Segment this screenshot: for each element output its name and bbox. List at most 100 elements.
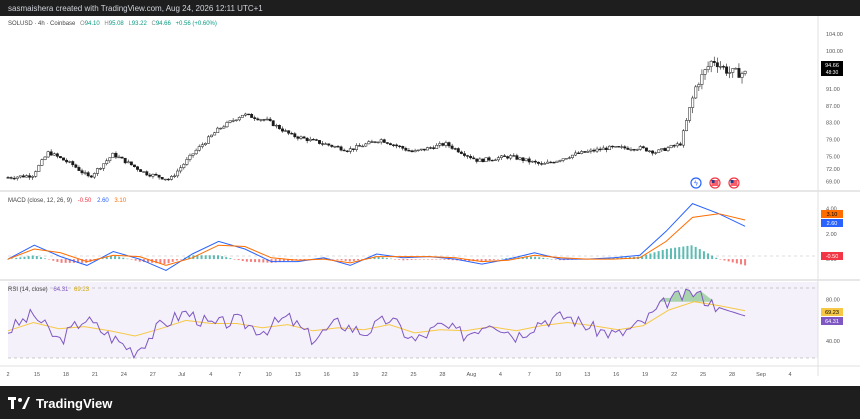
candle bbox=[37, 165, 41, 172]
price-tick-label: 91.00 bbox=[826, 87, 840, 93]
candle bbox=[287, 130, 291, 134]
candle bbox=[148, 174, 152, 177]
macd-signal-tag bbox=[821, 210, 843, 218]
candle bbox=[129, 161, 133, 166]
symbol-legend[interactable]: SOLUSD · 4h · Coinbase O94.10 H95.08 L93… bbox=[8, 21, 217, 27]
candle bbox=[604, 147, 608, 150]
macd-histogram-bar bbox=[225, 257, 228, 260]
candle bbox=[92, 173, 96, 178]
rsi-legend[interactable]: RSI (14, close) 64.31 69.23 bbox=[8, 287, 90, 293]
candle bbox=[641, 146, 645, 149]
candle bbox=[311, 138, 315, 141]
candle bbox=[743, 70, 747, 74]
time-tick-label: 10 bbox=[266, 372, 272, 378]
macd-histogram-bar bbox=[381, 257, 384, 260]
macd-histogram-bar bbox=[669, 248, 672, 260]
low-label: L bbox=[128, 21, 132, 27]
macd-histogram-bar bbox=[616, 257, 619, 260]
candle bbox=[506, 156, 510, 159]
candle bbox=[638, 146, 642, 150]
candle bbox=[342, 149, 346, 152]
macd-histogram-bar bbox=[19, 257, 22, 260]
candle bbox=[561, 158, 565, 161]
macd-histogram-bar bbox=[641, 255, 644, 260]
candle bbox=[666, 147, 670, 151]
candle bbox=[68, 161, 72, 163]
macd-histogram-bar bbox=[299, 259, 302, 261]
macd-histogram-bar bbox=[352, 259, 355, 261]
candle bbox=[632, 149, 636, 151]
macd-histogram-bar bbox=[439, 259, 442, 260]
macd-histogram-bar bbox=[15, 257, 18, 260]
candle bbox=[265, 118, 269, 121]
candle bbox=[444, 142, 448, 146]
price-tick-label: 72.00 bbox=[826, 167, 840, 173]
candle bbox=[626, 147, 630, 150]
candle bbox=[577, 152, 581, 154]
candle bbox=[623, 146, 627, 149]
candle bbox=[700, 74, 704, 85]
time-tick-label: 25 bbox=[410, 372, 416, 378]
candle bbox=[166, 178, 170, 181]
candle bbox=[43, 156, 47, 161]
candle bbox=[450, 145, 454, 149]
candle bbox=[555, 160, 559, 163]
macd-histogram-bar bbox=[385, 258, 388, 260]
candle bbox=[259, 119, 263, 121]
time-tick-label: 28 bbox=[729, 372, 735, 378]
candle bbox=[487, 157, 491, 161]
candle bbox=[373, 141, 377, 143]
macd-hist-value: -0.50 bbox=[78, 198, 92, 204]
candle bbox=[706, 66, 710, 70]
candle bbox=[83, 172, 87, 174]
macd-histogram-bar bbox=[348, 259, 351, 262]
chart-svg[interactable]: 104.00100.0095.0091.0087.0083.0079.0075.… bbox=[0, 16, 860, 386]
price-tick-label: 79.00 bbox=[826, 138, 840, 144]
candle bbox=[530, 160, 534, 163]
candle bbox=[595, 148, 599, 152]
macd-legend[interactable]: MACD (close, 12, 26, 9) -0.50 2.60 3.10 bbox=[8, 198, 127, 204]
macd-histogram-bar bbox=[159, 259, 162, 264]
candle bbox=[339, 146, 343, 151]
candle bbox=[669, 145, 673, 148]
candle bbox=[660, 148, 664, 151]
time-tick-label: 16 bbox=[613, 372, 619, 378]
macd-histogram-bar bbox=[109, 255, 112, 260]
macd-histogram-bar bbox=[340, 259, 343, 261]
macd-signal-line bbox=[7, 213, 746, 266]
flag-canton bbox=[730, 180, 734, 183]
macd-histogram-bar bbox=[344, 259, 347, 261]
candle bbox=[419, 148, 423, 151]
candle bbox=[453, 148, 457, 150]
macd-histogram-bar bbox=[389, 258, 392, 260]
rsi-label: RSI (14, close) bbox=[8, 287, 48, 293]
candle bbox=[367, 141, 371, 145]
macd-histogram-bar bbox=[492, 259, 495, 260]
candle bbox=[438, 143, 442, 146]
candle bbox=[614, 146, 618, 148]
lightning-icon[interactable] bbox=[690, 177, 702, 189]
macd-histogram-bar bbox=[422, 259, 425, 260]
candle bbox=[274, 125, 278, 127]
macd-histogram-bar bbox=[229, 258, 232, 260]
candle bbox=[207, 136, 210, 144]
candle bbox=[540, 163, 543, 165]
time-tick-label: 27 bbox=[150, 372, 156, 378]
candle bbox=[170, 176, 173, 180]
macd-histogram-bar bbox=[665, 248, 668, 260]
macd-histogram-bar bbox=[443, 259, 446, 260]
candle bbox=[222, 126, 226, 129]
macd-histogram-bar bbox=[402, 259, 405, 261]
macd-histogram-bar bbox=[204, 255, 207, 260]
symbol-name[interactable]: SOLUSD · 4h · Coinbase bbox=[8, 21, 76, 27]
chart-area[interactable]: 104.00100.0095.0091.0087.0083.0079.0075.… bbox=[0, 16, 860, 386]
macd-histogram-bar bbox=[418, 259, 421, 260]
candle bbox=[324, 143, 328, 145]
candle bbox=[734, 68, 738, 70]
candle bbox=[219, 127, 223, 130]
candle bbox=[715, 62, 719, 68]
lightning-glyph: ϟ bbox=[694, 181, 698, 188]
candle bbox=[543, 163, 547, 165]
candle bbox=[290, 133, 294, 135]
candle bbox=[617, 146, 621, 148]
